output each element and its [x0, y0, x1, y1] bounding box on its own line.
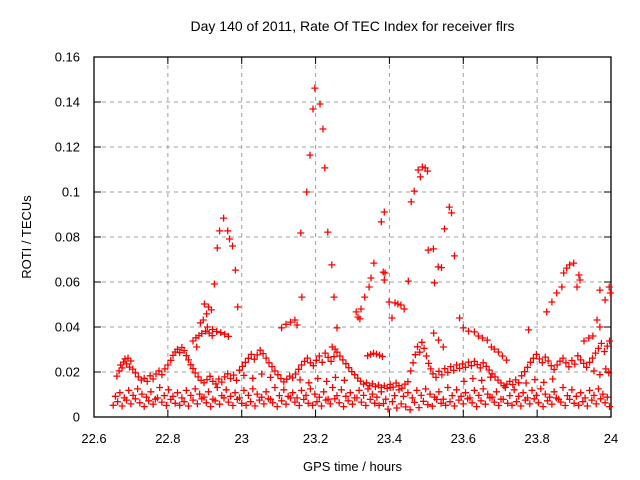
tick-label: 23.8 [524, 431, 549, 446]
tick-label: 23.4 [377, 431, 402, 446]
tick-label: 0.02 [55, 365, 80, 380]
tick-label: 0.14 [55, 95, 80, 110]
tick-label: 0 [73, 410, 80, 425]
y-axis-label: ROTI / TECUs [19, 195, 34, 279]
tick-label: 0.12 [55, 140, 80, 155]
tick-label: 22.8 [155, 431, 180, 446]
x-axis-label: GPS time / hours [303, 459, 402, 474]
tick-label: 0.16 [55, 50, 80, 65]
tick-label: 0.08 [55, 230, 80, 245]
plot-border [93, 56, 612, 418]
tick-label: 24 [604, 431, 618, 446]
tick-label: 23.6 [451, 431, 476, 446]
tick-label: 23 [234, 431, 248, 446]
tick-label: 22.6 [81, 431, 106, 446]
tick-label: 0.04 [55, 320, 80, 335]
tick-label: 0.1 [62, 185, 80, 200]
data-points [109, 84, 614, 414]
tick-label: 0.06 [55, 275, 80, 290]
tick-label: 23.2 [303, 431, 328, 446]
tick-labels: 22.6 22.8 23 23.2 23.4 23.6 23.8 24 0 0.02 0.04 0.0… [55, 50, 619, 447]
chart-title: Day 140 of 2011, Rate Of TEC Index for r… [191, 18, 515, 34]
grid-lines [94, 57, 611, 417]
